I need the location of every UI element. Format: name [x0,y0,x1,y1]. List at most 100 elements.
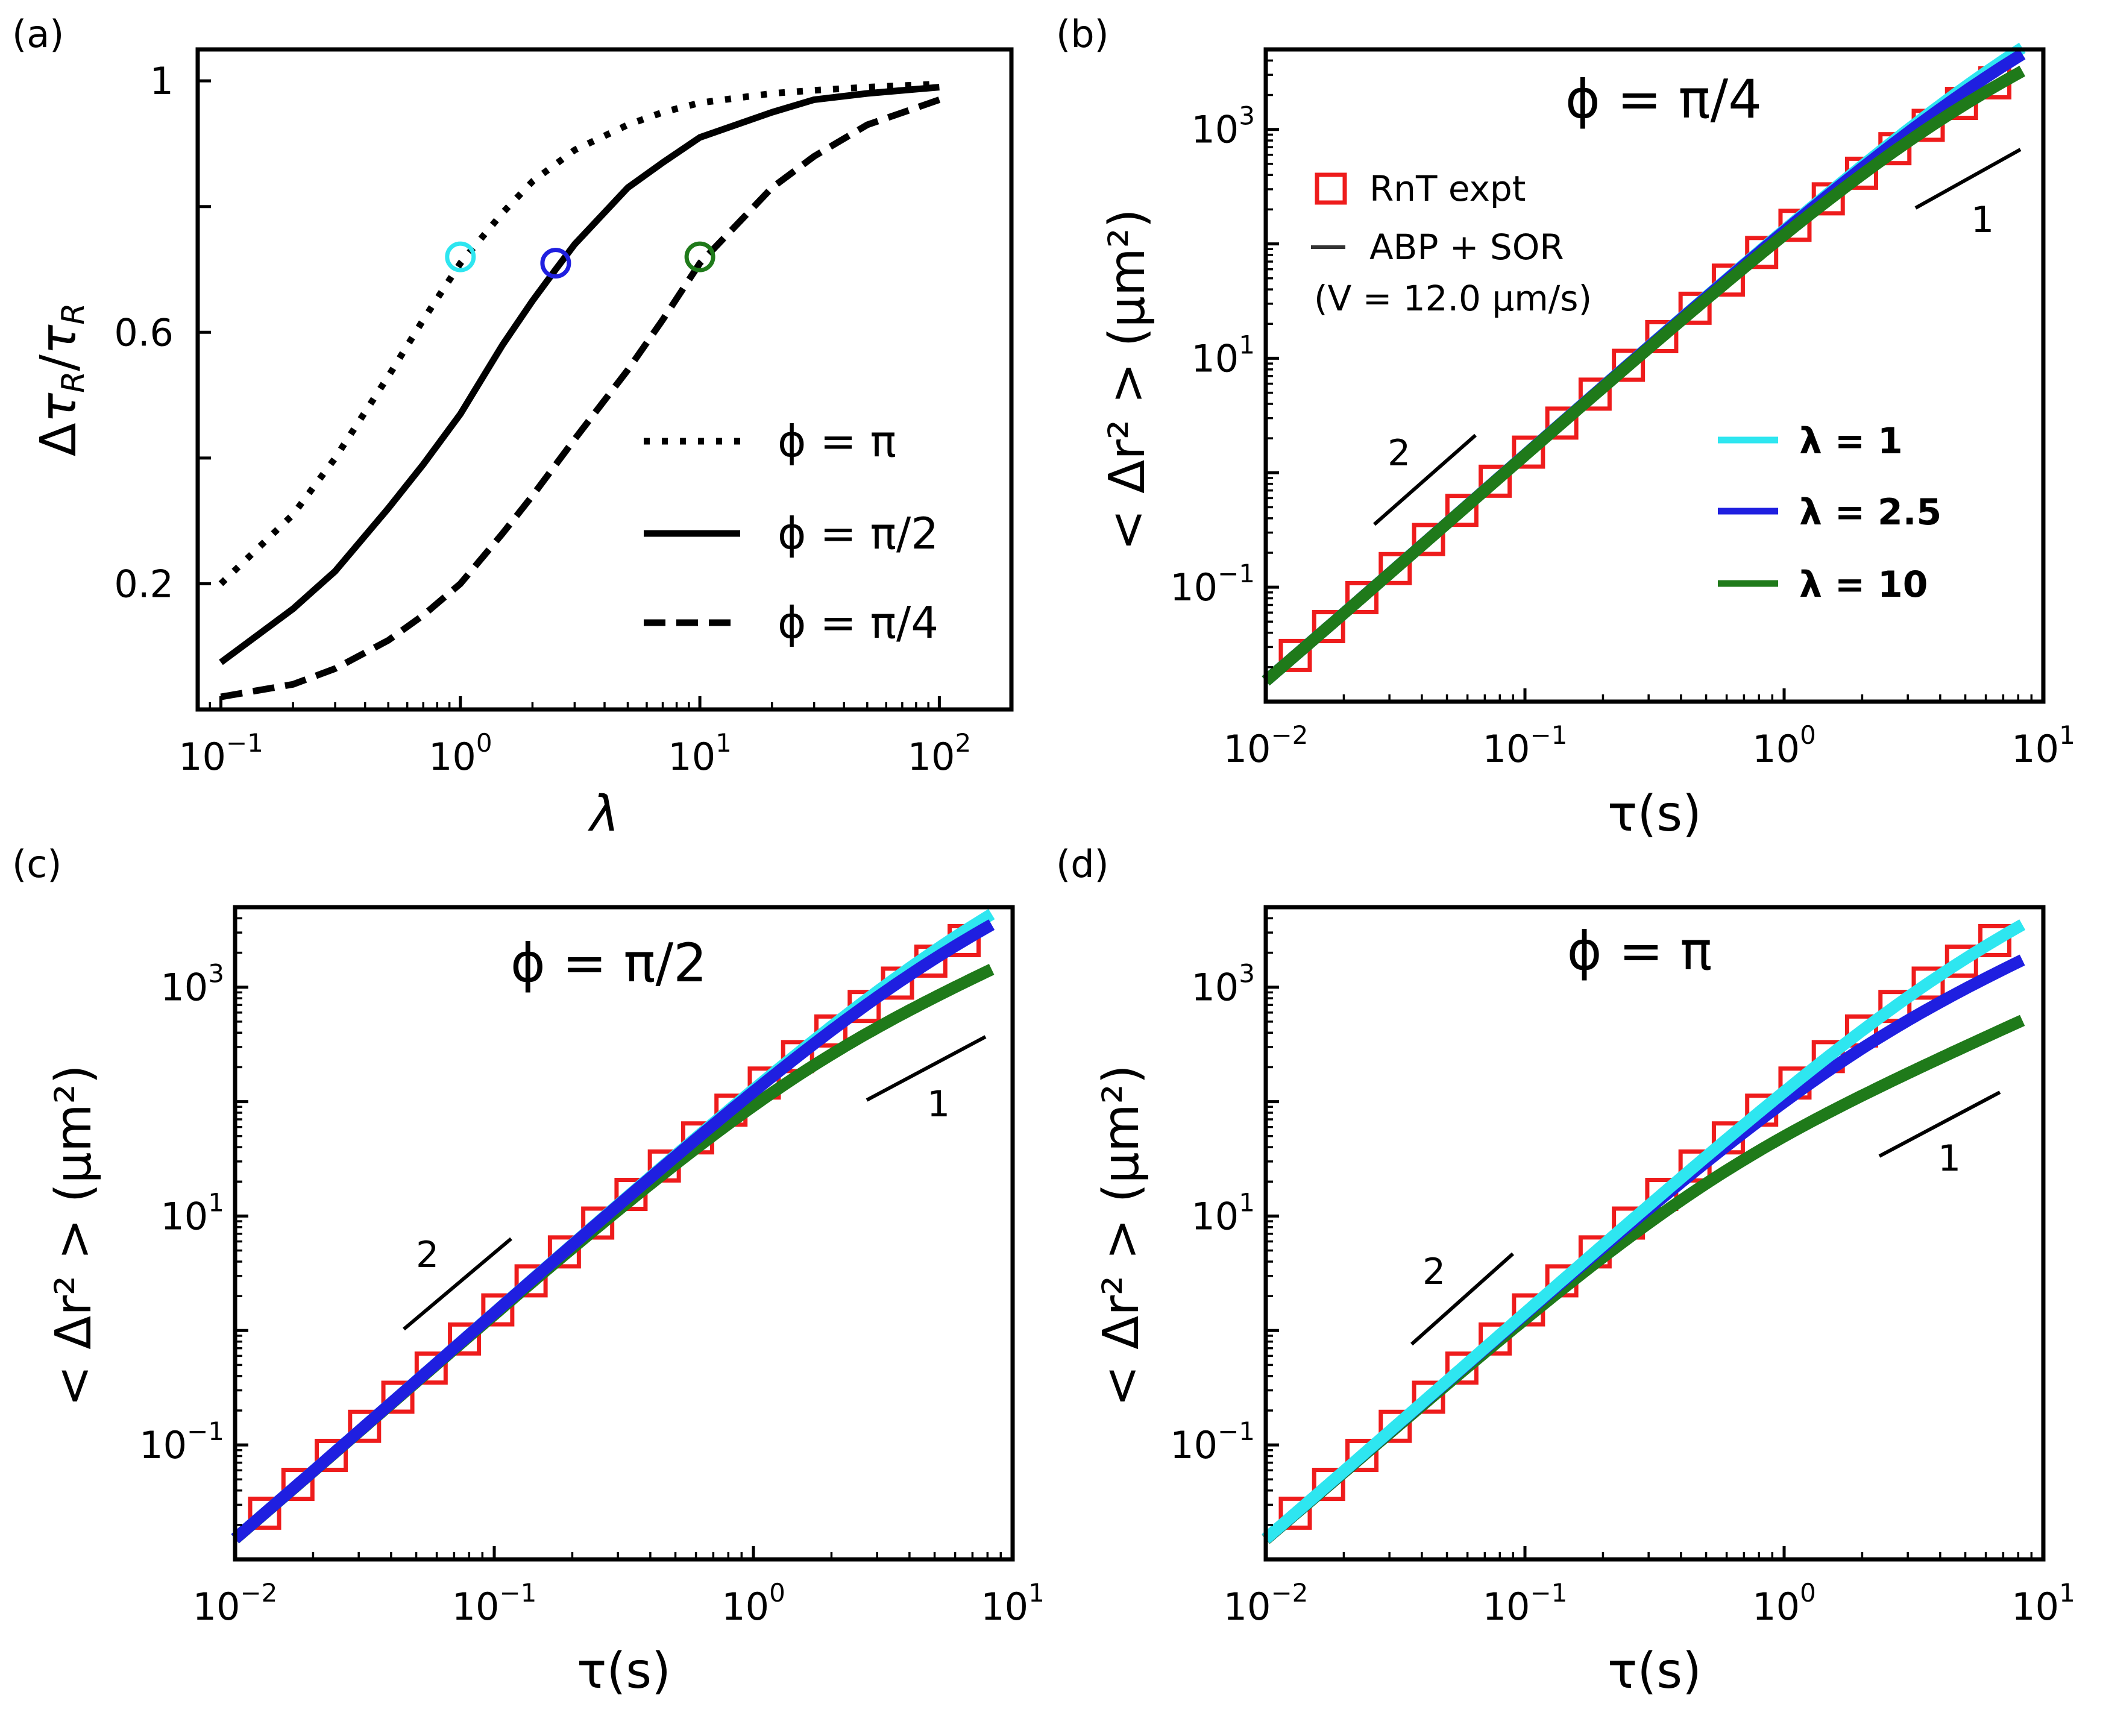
tick-label: 101 [160,1187,224,1238]
tick-label: 101 [2011,1578,2075,1629]
legend-label: ϕ = π/4 [778,597,938,648]
y-axis-label: ΔτR/τR [30,303,92,457]
experiment-marker [547,1235,581,1269]
panel-label-c: (c) [12,842,61,886]
legend-swatch-square [1315,172,1347,205]
experiment-marker [1978,923,2012,957]
experiment-marker [414,1351,448,1385]
experiment-marker [1545,406,1579,440]
tick-label: 10−1 [452,1578,537,1629]
experiment-marker [1778,209,1812,242]
panel-title: ϕ = π/2 [511,932,707,994]
plot-frame [233,905,1015,1562]
plot-area [1262,919,2026,1544]
tick-label: 1 [150,59,174,103]
panel-label-d: (d) [1056,842,1109,886]
legend-label: λ = 10 [1799,564,1928,606]
series-line-green [1262,1014,2025,1544]
slope-label: 1 [927,1083,950,1125]
slope-guides: 2 1 [1410,1090,2001,1346]
experiment-marker [1612,348,1646,382]
slope-label: 2 [1388,432,1410,474]
experiment-marker [1378,1409,1412,1443]
marker-green [684,241,715,272]
tick-label: 103 [1191,959,1255,1010]
tick-label: 101 [981,1578,1045,1629]
x-axis-label: τ(s) [1608,785,1702,843]
tick-label: 10−1 [1483,1578,1568,1629]
experiment-marker [1578,377,1612,411]
slope-guides: 2 1 [403,1035,987,1331]
axis-ticks: 10−2 10−1 100 101 10−1 101 103 [1170,917,2075,1629]
experiment-marker [581,1206,615,1240]
slope-label: 2 [1422,1251,1445,1293]
panel-a: (a) 10−1 100 101 102 0.2 0.6 1 λ ΔτR/τR ϕ = π … [12,12,1014,843]
tick-label: 0.6 [114,310,174,354]
legend-top: RnT expt ABP + SOR (V = 12.0 μm/s) [1311,168,1592,319]
plot-area [231,908,995,1544]
legend-item-dashed: ϕ = π/4 [644,597,938,648]
series-line-dotted [218,80,940,587]
panel-title: ϕ = π [1567,920,1712,982]
tick-label: 10−2 [1224,1578,1309,1629]
experiment-marker [1412,1380,1445,1414]
tick-label: 10−1 [178,728,263,779]
slope-guides: 2 1 [1373,148,2022,526]
experiment-marker [1312,1468,1345,1502]
experiment-marker [1645,320,1679,354]
tick-label: 102 [908,728,972,779]
marker-blue [540,248,571,279]
experiment-marker [1312,610,1345,644]
panel-c: (c) 10−2 10−1 100 101 10−1 101 103 ϕ = π/2 τ(s… [12,842,1045,1700]
slope-label: 2 [416,1234,439,1276]
panel-title: ϕ = π/4 [1565,68,1762,130]
y-axis-label: < Δr² > (μm²) [1099,209,1156,550]
experiment-marker [315,1438,348,1472]
slope-guide-1 [1878,1090,2001,1158]
tick-label: 0.2 [114,562,174,606]
tick-label: 101 [1191,1187,1255,1238]
slope-guide-2 [403,1237,512,1331]
experiment-marker [1711,263,1745,297]
slope-guide-2 [1373,433,1477,526]
experiment-marker [248,1496,281,1530]
tick-label: 10−1 [1170,559,1255,609]
experiment-marker [1745,236,1779,269]
experiment-marker [1345,580,1379,614]
legend-label: λ = 1 [1799,420,1903,462]
legend-label: λ = 2.5 [1799,491,1941,533]
experiment-marker [1278,638,1312,672]
slope-guide-1 [1914,148,2022,210]
experiment-marker [514,1264,548,1298]
x-axis-label: τ(s) [577,1643,671,1700]
slope-guide-2 [1410,1252,1514,1346]
axis-ticks: 10−2 10−1 100 101 10−1 101 103 [1170,59,2075,771]
experiment-marker [281,1468,315,1502]
legend-item-solid: ϕ = π/2 [644,508,938,559]
experiment-marker [1278,1496,1312,1530]
legend: ϕ = π ϕ = π/2 ϕ = π/4 [644,416,938,648]
tick-label: 103 [1191,101,1255,152]
y-axis-label: < Δr² > (μm²) [1093,1065,1150,1406]
panel-label-b: (b) [1056,12,1109,56]
legend-item-dotted: ϕ = π [644,416,896,467]
tick-label: 10−1 [1170,1417,1255,1467]
experiment-marker [448,1322,482,1356]
marker-cyan [445,241,476,272]
legend-label: ϕ = π/2 [778,508,938,559]
panel-b: (b) 10−2 10−1 100 101 10−1 101 103 ϕ = π/4 τ(s… [1056,12,2075,843]
tick-label: 101 [668,728,732,779]
tick-label: 10−2 [193,1578,278,1629]
experiment-marker [1445,494,1479,527]
experiment-marker [1878,990,1912,1024]
slope-label: 1 [1971,199,1994,241]
tick-label: 101 [2011,720,2075,771]
x-axis-label: λ [588,785,620,843]
axis-ticks: 10−1 100 101 102 0.2 0.6 1 [114,59,971,779]
tick-label: 100 [1752,1578,1816,1629]
experiment-marker [481,1293,515,1327]
axis-ticks: 10−2 10−1 100 101 10−1 101 103 [139,917,1045,1629]
legend-label: ABP + SOR [1369,227,1564,268]
